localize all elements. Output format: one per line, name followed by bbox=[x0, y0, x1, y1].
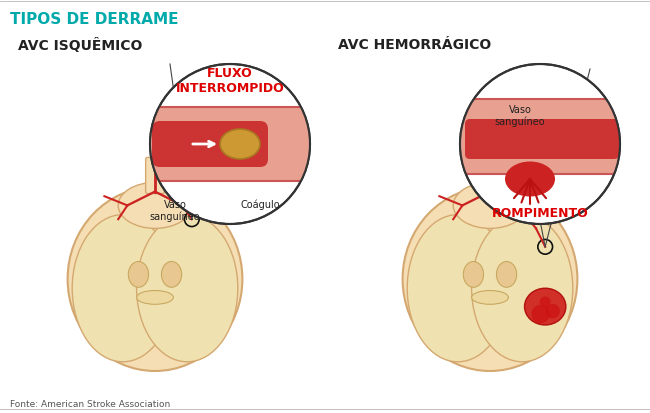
Text: AVC ISQUÊMICO: AVC ISQUÊMICO bbox=[18, 38, 142, 53]
FancyBboxPatch shape bbox=[465, 120, 619, 159]
FancyBboxPatch shape bbox=[458, 100, 622, 175]
Ellipse shape bbox=[525, 289, 566, 325]
Ellipse shape bbox=[472, 215, 573, 362]
Text: ROMPIMENTO: ROMPIMENTO bbox=[491, 206, 588, 219]
FancyBboxPatch shape bbox=[146, 158, 164, 194]
Circle shape bbox=[460, 65, 620, 224]
Ellipse shape bbox=[402, 188, 577, 371]
Ellipse shape bbox=[136, 215, 238, 362]
Circle shape bbox=[532, 305, 550, 323]
Text: AVC HEMORRÁGICO: AVC HEMORRÁGICO bbox=[338, 38, 491, 52]
Text: FLUXO
INTERROMPIDO: FLUXO INTERROMPIDO bbox=[176, 67, 285, 95]
Circle shape bbox=[545, 304, 560, 319]
Text: TIPOS DE DERRAME: TIPOS DE DERRAME bbox=[10, 12, 179, 27]
Ellipse shape bbox=[453, 183, 526, 229]
Text: Coágulo: Coágulo bbox=[240, 199, 280, 210]
Ellipse shape bbox=[497, 262, 517, 287]
FancyBboxPatch shape bbox=[152, 122, 268, 168]
FancyBboxPatch shape bbox=[146, 108, 314, 182]
Ellipse shape bbox=[128, 262, 149, 287]
Ellipse shape bbox=[118, 183, 192, 229]
Ellipse shape bbox=[136, 291, 174, 304]
Circle shape bbox=[540, 297, 551, 308]
Ellipse shape bbox=[220, 130, 260, 159]
Ellipse shape bbox=[407, 215, 508, 362]
Text: Fonte: American Stroke Association: Fonte: American Stroke Association bbox=[10, 399, 170, 408]
Ellipse shape bbox=[463, 262, 484, 287]
Text: Vaso
sanguíneo: Vaso sanguíneo bbox=[150, 199, 200, 222]
Ellipse shape bbox=[68, 188, 242, 371]
Ellipse shape bbox=[472, 291, 508, 304]
Ellipse shape bbox=[161, 262, 182, 287]
Circle shape bbox=[150, 65, 310, 224]
FancyBboxPatch shape bbox=[480, 158, 499, 194]
Text: Vaso
sanguíneo: Vaso sanguíneo bbox=[495, 105, 545, 127]
Ellipse shape bbox=[505, 162, 555, 197]
Ellipse shape bbox=[72, 215, 174, 362]
